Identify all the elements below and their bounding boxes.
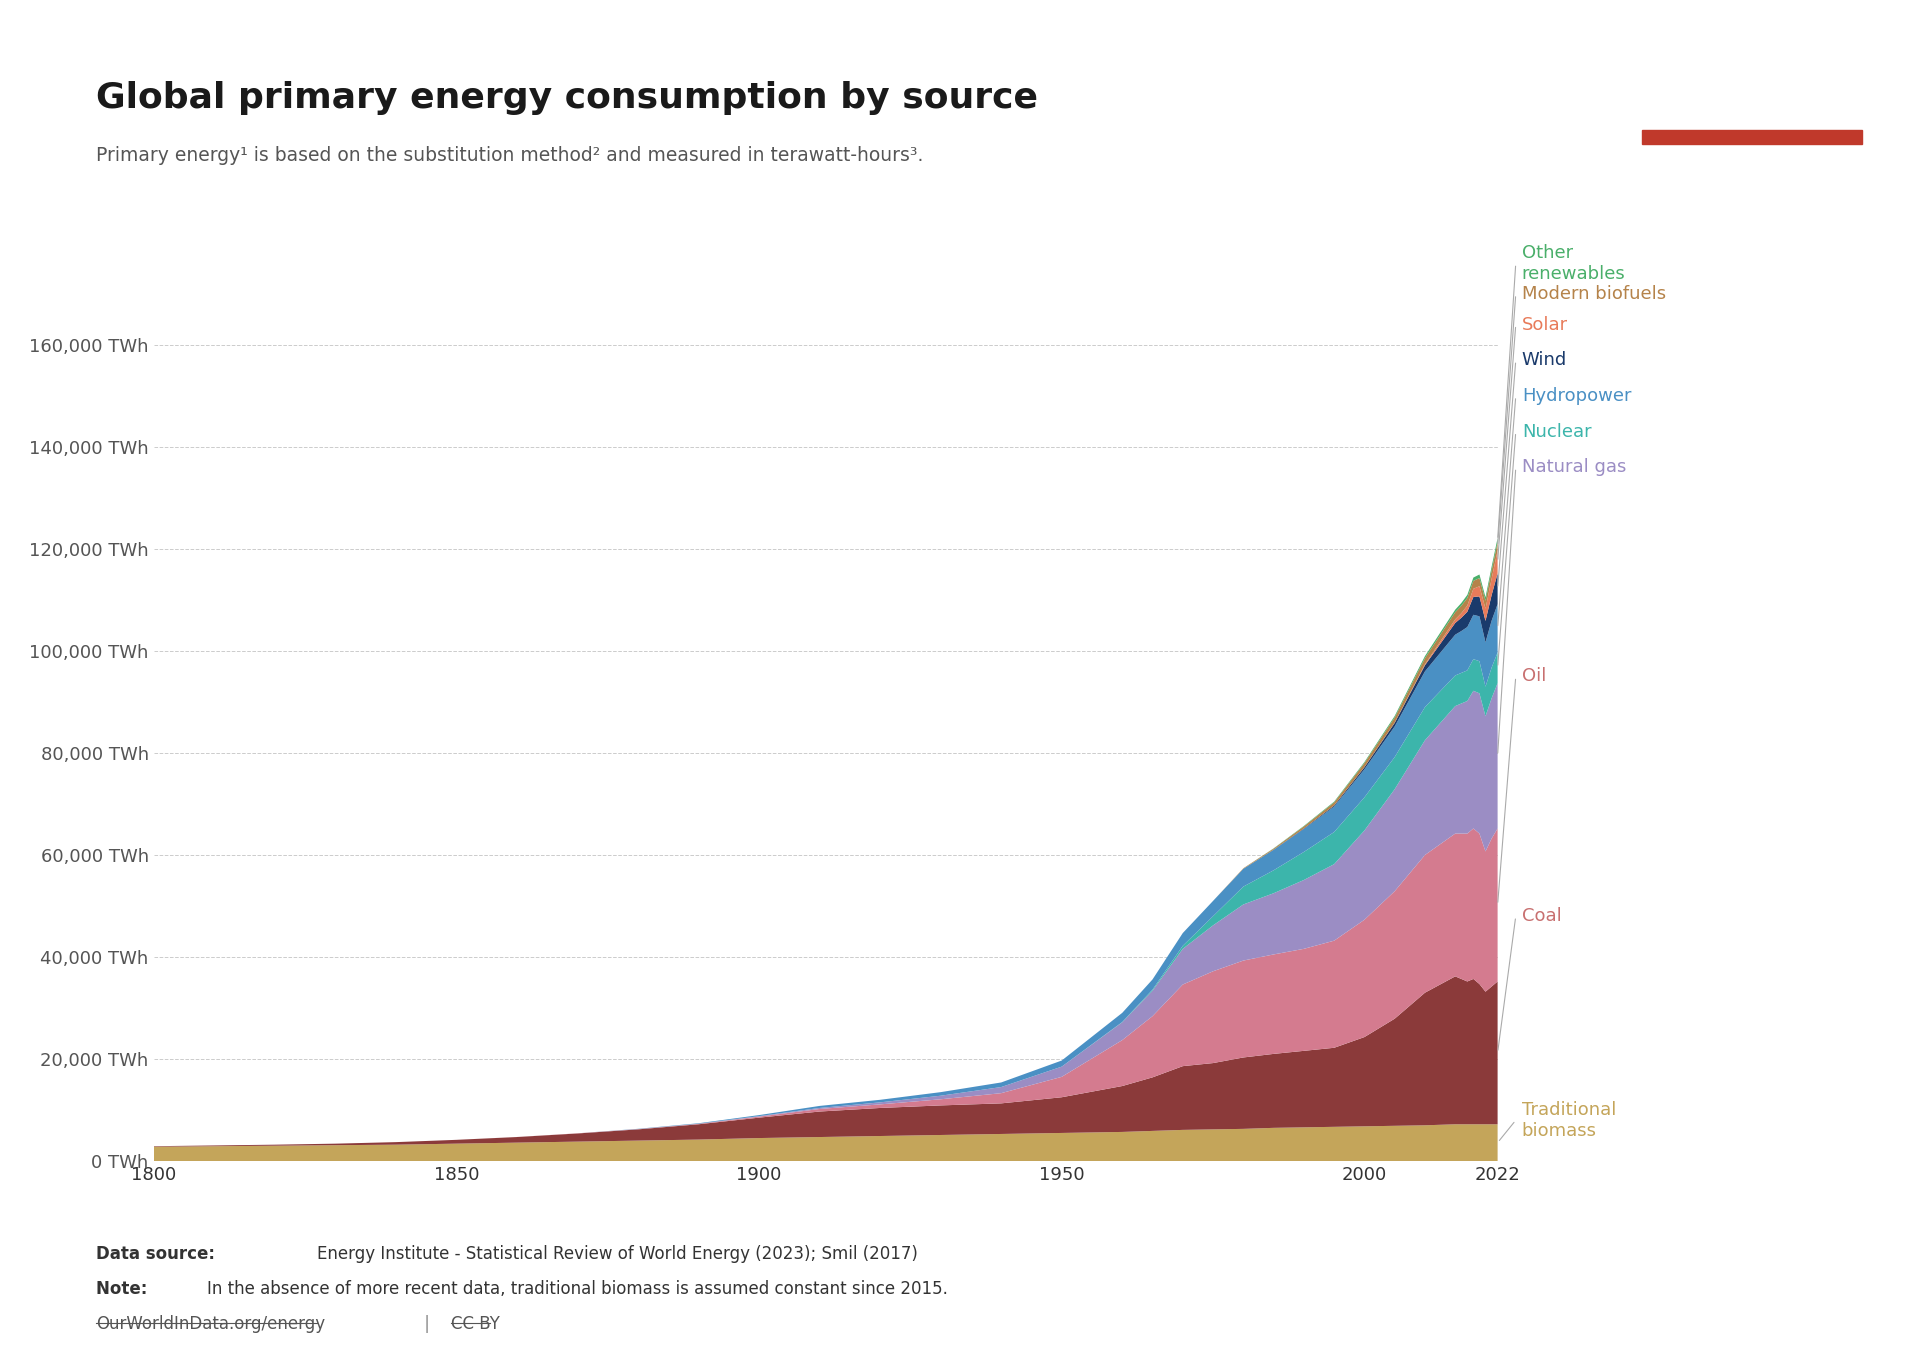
Text: CC BY: CC BY — [451, 1315, 499, 1332]
Text: Energy Institute - Statistical Review of World Energy (2023); Smil (2017): Energy Institute - Statistical Review of… — [317, 1245, 918, 1262]
Text: Oil: Oil — [1523, 667, 1546, 686]
Text: Traditional
biomass: Traditional biomass — [1523, 1100, 1617, 1139]
Text: Other
renewables: Other renewables — [1523, 244, 1626, 282]
Text: Solar: Solar — [1523, 316, 1569, 333]
Text: Our World: Our World — [1705, 61, 1799, 78]
Text: Natural gas: Natural gas — [1523, 459, 1626, 477]
Text: in Data: in Data — [1718, 93, 1786, 112]
Text: Data source:: Data source: — [96, 1245, 221, 1262]
Text: OurWorldInData.org/energy: OurWorldInData.org/energy — [96, 1315, 324, 1332]
Text: Global primary energy consumption by source: Global primary energy consumption by sou… — [96, 81, 1039, 115]
Text: In the absence of more recent data, traditional biomass is assumed constant sinc: In the absence of more recent data, trad… — [207, 1280, 948, 1297]
Text: Coal: Coal — [1523, 907, 1561, 925]
Text: Wind: Wind — [1523, 351, 1567, 370]
Bar — [1642, 130, 1862, 144]
Text: Hydropower: Hydropower — [1523, 387, 1632, 405]
Text: Note:: Note: — [96, 1280, 154, 1297]
Text: |: | — [419, 1315, 434, 1332]
Text: Modern biofuels: Modern biofuels — [1523, 285, 1667, 302]
Text: Primary energy¹ is based on the substitution method² and measured in terawatt-ho: Primary energy¹ is based on the substitu… — [96, 146, 924, 165]
Text: Nuclear: Nuclear — [1523, 423, 1592, 440]
